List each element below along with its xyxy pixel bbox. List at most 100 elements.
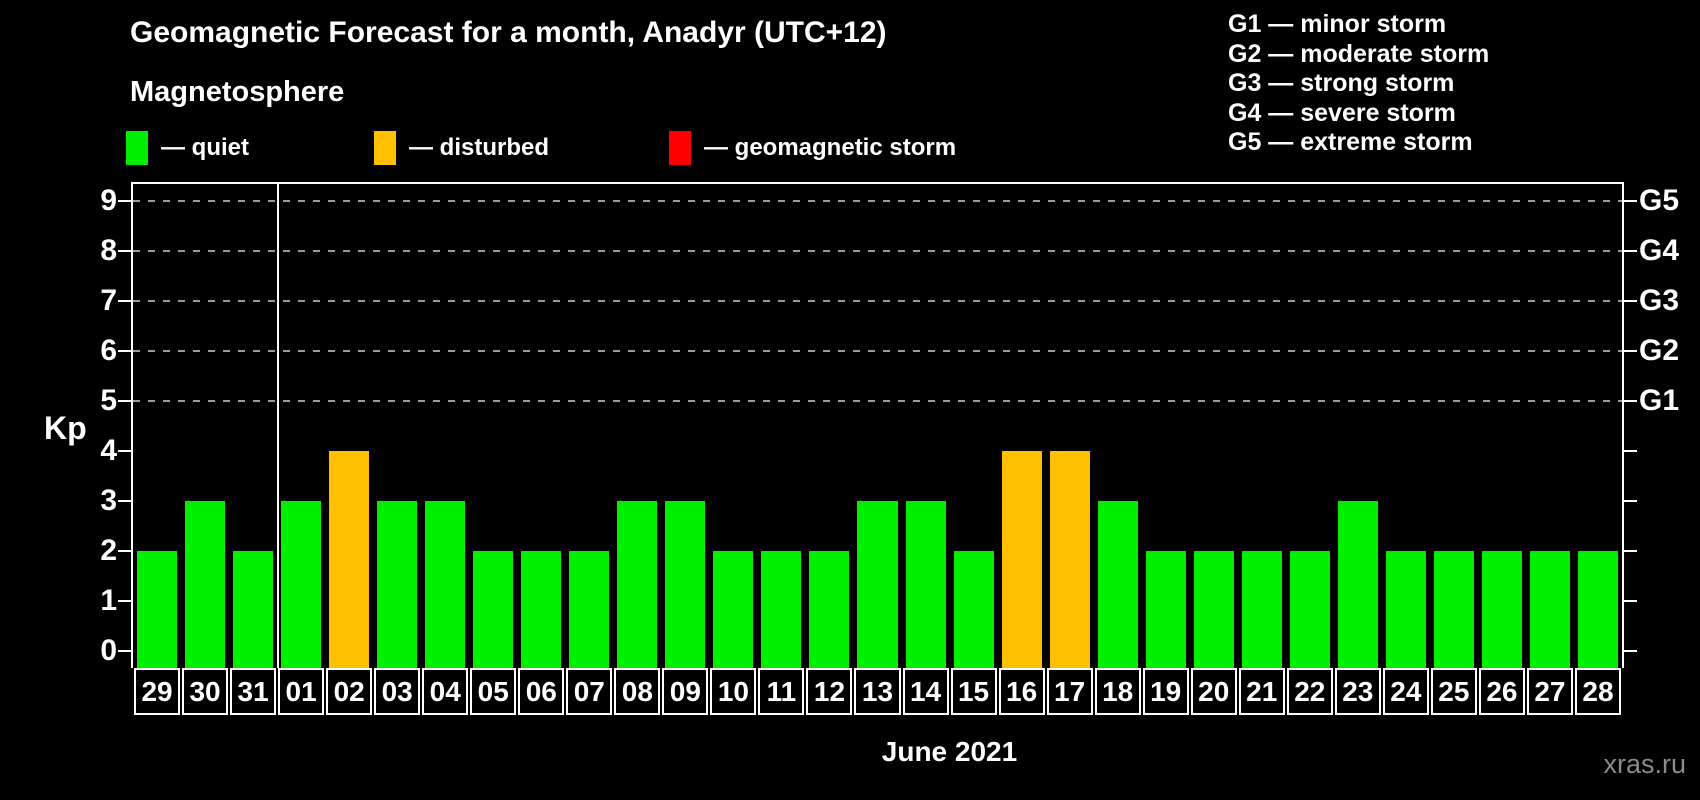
kp-bar [761,551,802,668]
kp-axis-tick [118,600,131,602]
quiet-color-swatch [126,131,148,165]
g-level-gridline [133,350,1622,352]
kp-bar [809,551,850,668]
kp-bar [1289,551,1330,668]
g5-legend-line: G5 — extreme storm [1228,128,1473,157]
kp-tick-label: 8 [100,234,117,267]
date-cell: 06 [518,668,565,715]
kp-bar [1385,551,1426,668]
disturbed-color-swatch [374,131,396,165]
g-level-gridline [133,400,1622,402]
legend-item-quiet: — quiet [126,128,249,168]
kp-tick-label: 7 [100,284,117,317]
g-level-gridline [133,250,1622,252]
date-cell: 26 [1478,668,1525,715]
g-level-gridline [133,200,1622,202]
legend-item-storm: — geomagnetic storm [669,128,956,168]
g-axis-tick [1624,600,1637,602]
g-level-label: G2 [1639,334,1680,367]
kp-bar [137,551,178,668]
kp-tick-label: 2 [100,534,117,567]
g3-legend-line: G3 — strong storm [1228,69,1455,98]
kp-bar [473,551,514,668]
date-cell: 23 [1334,668,1381,715]
legend-label-disturbed: — disturbed [409,134,550,161]
kp-bar [233,551,274,668]
date-cell: 20 [1190,668,1237,715]
kp-forecast-plot: G1 G2 G3 G4 G5 0 1 2 3 4 5 6 7 8 9 29 30 31 01 02 03 04 05 06 07… [100,182,1679,715]
date-cell: 05 [470,668,517,715]
kp-axis-tick [118,400,131,402]
g-axis-tick [1624,500,1637,502]
date-cell: 08 [614,668,661,715]
g2-legend-line: G2 — moderate storm [1228,39,1490,68]
g-axis-tick [1624,550,1637,552]
date-cell: 15 [950,668,997,715]
date-cell: 04 [422,668,469,715]
date-cell: 11 [758,668,805,715]
kp-bar [713,551,754,668]
kp-bar [857,501,898,668]
kp-bar [425,501,466,668]
legend-item-disturbed: — disturbed [374,128,549,168]
kp-bar [1337,501,1378,668]
g-axis-tick [1624,650,1637,652]
legend-label-storm: — geomagnetic storm [704,134,957,161]
date-cell: 14 [902,668,949,715]
kp-bar [1481,551,1522,668]
g4-legend-line: G4 — severe storm [1228,98,1456,127]
g-axis-tick [1624,250,1637,252]
date-cell: 07 [566,668,613,715]
date-cell: 12 [806,668,853,715]
kp-bar [1097,501,1138,668]
magnetosphere-label: Magnetosphere [130,76,345,108]
g-scale-legend: G1 — minor storm G2 — moderate storm G3 … [1228,10,1489,158]
kp-tick-label: 1 [100,584,117,617]
kp-tick-label: 3 [100,484,117,517]
kp-axis-tick [118,300,131,302]
kp-bar [377,501,418,668]
date-cell: 21 [1238,668,1285,715]
kp-bar [1529,551,1570,668]
date-cell: 03 [374,668,421,715]
date-cell: 25 [1430,668,1477,715]
kp-tick-label: 0 [100,634,117,667]
kp-axis-tick [118,500,131,502]
date-cell: 28 [1574,668,1621,715]
g1-legend-line: G1 — minor storm [1228,10,1447,38]
g-axis-tick [1624,450,1637,452]
g-axis-tick [1624,300,1637,302]
date-cell: 01 [278,668,325,715]
g-level-label: G4 [1639,234,1680,267]
g-level-gridline [133,300,1622,302]
kp-axis-tick [118,450,131,452]
date-cell: 31 [230,668,277,715]
date-cell: 24 [1382,668,1429,715]
storm-color-swatch [669,131,691,165]
kp-bar [185,501,226,668]
date-cell: 29 [134,668,181,715]
kp-bar [281,501,322,668]
kp-bar [569,551,610,668]
kp-tick-label: 6 [100,334,117,367]
legend-label-quiet: — quiet [161,134,249,161]
month-separator-line [277,184,280,668]
page-title: Geomagnetic Forecast for a month, Anadyr… [130,16,887,49]
kp-bar [1145,551,1186,668]
kp-bar [1001,451,1042,668]
date-cell: 02 [326,668,373,715]
date-cell: 09 [662,668,709,715]
kp-axis-title: Kp [44,410,87,446]
xras-watermark: xras.ru [1603,749,1686,779]
g-axis-tick [1624,200,1637,202]
kp-axis-tick [118,250,131,252]
date-cell: 18 [1094,668,1141,715]
kp-bar [1433,551,1474,668]
g-axis-tick [1624,350,1637,352]
kp-axis-tick [118,650,131,652]
kp-bar [1193,551,1234,668]
kp-bar [521,551,562,668]
g-level-label: G1 [1639,384,1680,417]
kp-tick-label: 4 [100,434,117,467]
kp-axis-tick [118,200,131,202]
